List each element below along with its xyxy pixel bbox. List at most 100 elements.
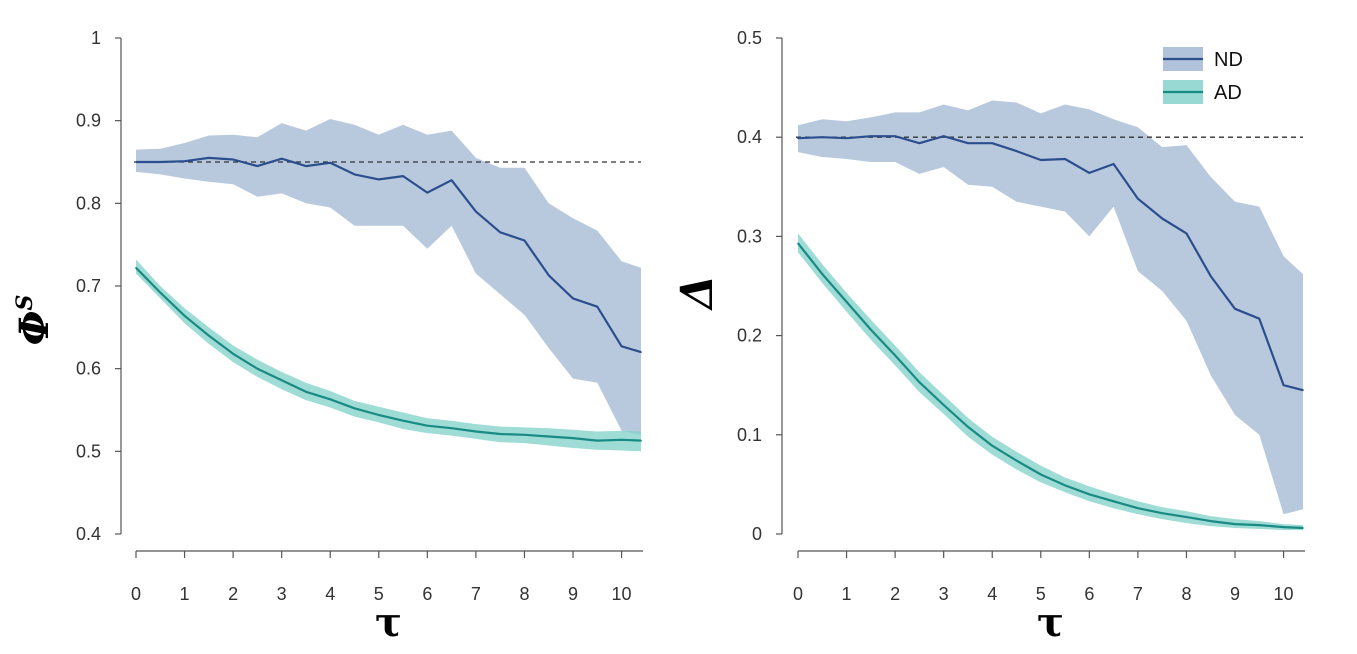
- x-tick-label: 0: [793, 584, 803, 604]
- ad-data-point: [918, 381, 921, 384]
- ad-data-point: [329, 398, 332, 401]
- x-tick-label: 10: [612, 584, 632, 604]
- nd-data-point: [1088, 172, 1091, 174]
- x-tick-label: 8: [519, 584, 529, 604]
- x-tick-label: 1: [842, 584, 852, 604]
- ad-data-point: [547, 435, 550, 438]
- nd-data-point: [797, 137, 799, 139]
- ad-data-point: [1039, 473, 1042, 476]
- ad-data-point: [208, 334, 210, 337]
- ad-data-point: [596, 439, 599, 442]
- y-tick-label: 0: [752, 524, 762, 544]
- nd-data-point: [918, 142, 921, 144]
- x-tick-label: 9: [568, 584, 578, 604]
- x-tick-label: 2: [890, 584, 900, 604]
- x-tick-label: 4: [325, 584, 335, 604]
- right-panel-delta: 0 0.1 0.2 0.3 0.4 0.5 0 1 2 3 4 5 6 7 8 9 10 τ Δ: [672, 28, 1305, 646]
- nd-data-point: [1258, 317, 1261, 320]
- nd-data-point: [329, 162, 332, 164]
- nd-data-point: [353, 173, 356, 176]
- x-tick-label: 0: [131, 584, 141, 604]
- x-tick-label: 3: [277, 584, 287, 604]
- nd-data-point: [596, 305, 599, 308]
- ad-data-point: [353, 407, 356, 410]
- ad-series-line: [135, 267, 642, 442]
- nd-data-point: [1039, 159, 1042, 161]
- y-tick-label: 0.4: [76, 524, 101, 544]
- ad-confidence-band: [798, 233, 1303, 530]
- nd-data-point: [870, 135, 872, 138]
- legend-label-ad: AD: [1214, 82, 1242, 104]
- nd-data-point: [620, 345, 623, 348]
- ad-data-point: [845, 301, 848, 303]
- ad-data-point: [135, 267, 137, 269]
- nd-confidence-band: [798, 100, 1303, 515]
- y-tick-label: 0.5: [737, 28, 762, 48]
- x-tick-label: 10: [1274, 584, 1294, 604]
- nd-data-point: [159, 161, 162, 163]
- nd-data-point: [475, 210, 477, 213]
- x-axis-title: τ: [375, 599, 402, 646]
- nd-data-point: [845, 137, 848, 139]
- nd-data-point: [1209, 275, 1212, 277]
- nd-data-point: [1161, 217, 1163, 220]
- nd-data-point: [208, 157, 210, 159]
- y-tick-label: 0.7: [76, 276, 101, 296]
- x-tick-label: 1: [180, 584, 190, 604]
- ad-series-line: [797, 242, 1304, 530]
- ad-data-point: [377, 414, 380, 416]
- ad-data-point: [450, 427, 453, 429]
- nd-data-point: [821, 136, 824, 138]
- nd-data-point: [232, 158, 234, 161]
- ad-data-point: [305, 391, 307, 393]
- x-tick-label: 5: [374, 584, 384, 604]
- y-tick-label: 0.8: [76, 193, 101, 213]
- nd-data-point: [450, 179, 453, 181]
- legend-label-nd: ND: [1214, 49, 1243, 71]
- nd-data-point: [402, 175, 404, 177]
- y-axis-title: Δ: [672, 275, 723, 311]
- y-tick-label: 0.1: [737, 425, 762, 445]
- nd-data-point: [1112, 163, 1115, 165]
- ad-data-point: [620, 438, 623, 441]
- nd-data-point: [1064, 158, 1066, 160]
- y-tick-label: 0.4: [737, 127, 762, 147]
- x-tick-label: 7: [1133, 584, 1143, 604]
- nd-data-point: [967, 142, 969, 144]
- nd-data-point: [280, 157, 283, 160]
- x-tick-label: 8: [1181, 584, 1191, 604]
- ad-data-point: [967, 426, 969, 428]
- ad-data-point: [640, 439, 642, 442]
- ad-data-point: [1258, 524, 1261, 526]
- ad-data-point: [523, 434, 526, 436]
- ad-data-point: [183, 314, 186, 317]
- ad-data-point: [232, 352, 234, 355]
- nd-data-point: [1234, 308, 1236, 310]
- nd-data-point: [499, 231, 501, 234]
- nd-data-point: [1137, 197, 1139, 200]
- ad-data-point: [1234, 523, 1236, 525]
- ad-data-point: [402, 419, 404, 422]
- nd-data-point: [135, 161, 137, 163]
- ad-data-point: [1209, 520, 1212, 522]
- y-tick-label: 0.5: [76, 441, 101, 461]
- nd-data-point: [547, 274, 550, 277]
- nd-confidence-band: [136, 119, 641, 435]
- x-tick-label: 3: [939, 584, 949, 604]
- ad-data-point: [894, 354, 896, 357]
- nd-data-point: [640, 351, 642, 353]
- ad-data-point: [797, 242, 799, 245]
- ad-data-point: [256, 367, 259, 370]
- nd-data-point: [256, 165, 259, 167]
- nd-data-point: [1015, 150, 1018, 152]
- nd-data-point: [426, 191, 429, 194]
- ad-data-point: [942, 404, 945, 406]
- nd-data-point: [183, 160, 186, 162]
- ad-data-point: [280, 379, 283, 382]
- ad-data-point: [1088, 493, 1091, 496]
- y-tick-label: 0.9: [76, 111, 101, 131]
- ad-data-point: [870, 328, 872, 331]
- ad-data-point: [991, 444, 994, 447]
